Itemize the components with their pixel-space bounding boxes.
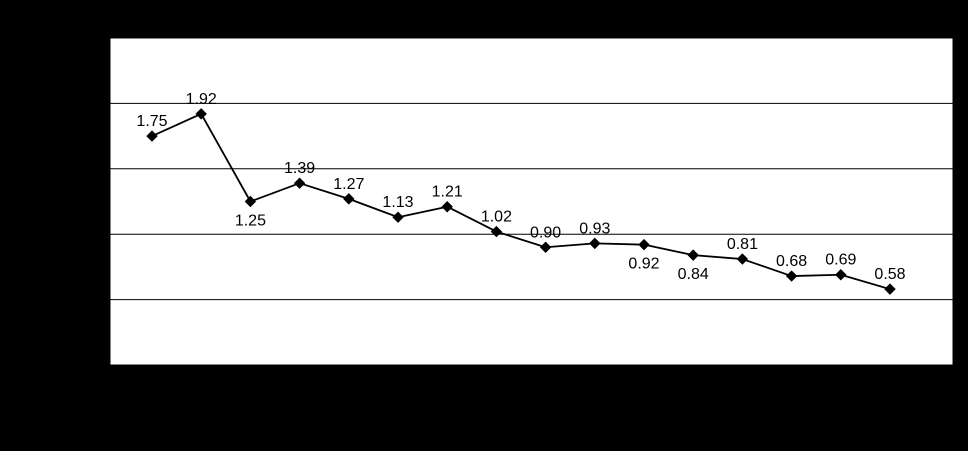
data-point-marker [343, 193, 355, 205]
data-point-marker [589, 237, 601, 250]
data-point-marker [785, 270, 798, 282]
data-label: 1.92 [186, 91, 217, 108]
data-label: 1.13 [382, 194, 413, 211]
data-point-marker [736, 253, 749, 265]
data-label: 0.69 [825, 252, 856, 269]
data-label: 0.84 [678, 266, 709, 283]
series-line [151, 112, 891, 290]
data-label: 0.90 [530, 224, 561, 241]
data-point-marker [539, 241, 552, 253]
data-label: 1.75 [136, 113, 167, 130]
data-label: 1.02 [481, 209, 512, 226]
plot-area [109, 37, 954, 366]
data-point-marker [392, 211, 404, 223]
data-point-marker [687, 249, 699, 261]
data-point-marker [441, 201, 453, 213]
data-point-marker [835, 269, 847, 281]
data-label: 1.25 [235, 213, 266, 230]
data-label: 0.92 [628, 256, 659, 273]
data-point-marker [638, 238, 650, 251]
data-label: 1.27 [333, 176, 364, 193]
data-label: 0.81 [727, 236, 758, 253]
data-point-marker [293, 177, 306, 189]
data-point-marker [244, 195, 257, 208]
data-label: 0.68 [776, 253, 807, 270]
data-point-marker [195, 108, 207, 120]
data-point-marker [490, 225, 503, 238]
data-label: 1.39 [284, 160, 315, 177]
data-point-marker [146, 130, 158, 142]
data-label: 0.93 [579, 220, 610, 237]
data-label: 1.21 [432, 184, 463, 201]
data-label: 0.58 [874, 266, 905, 283]
data-point-marker [884, 283, 896, 295]
